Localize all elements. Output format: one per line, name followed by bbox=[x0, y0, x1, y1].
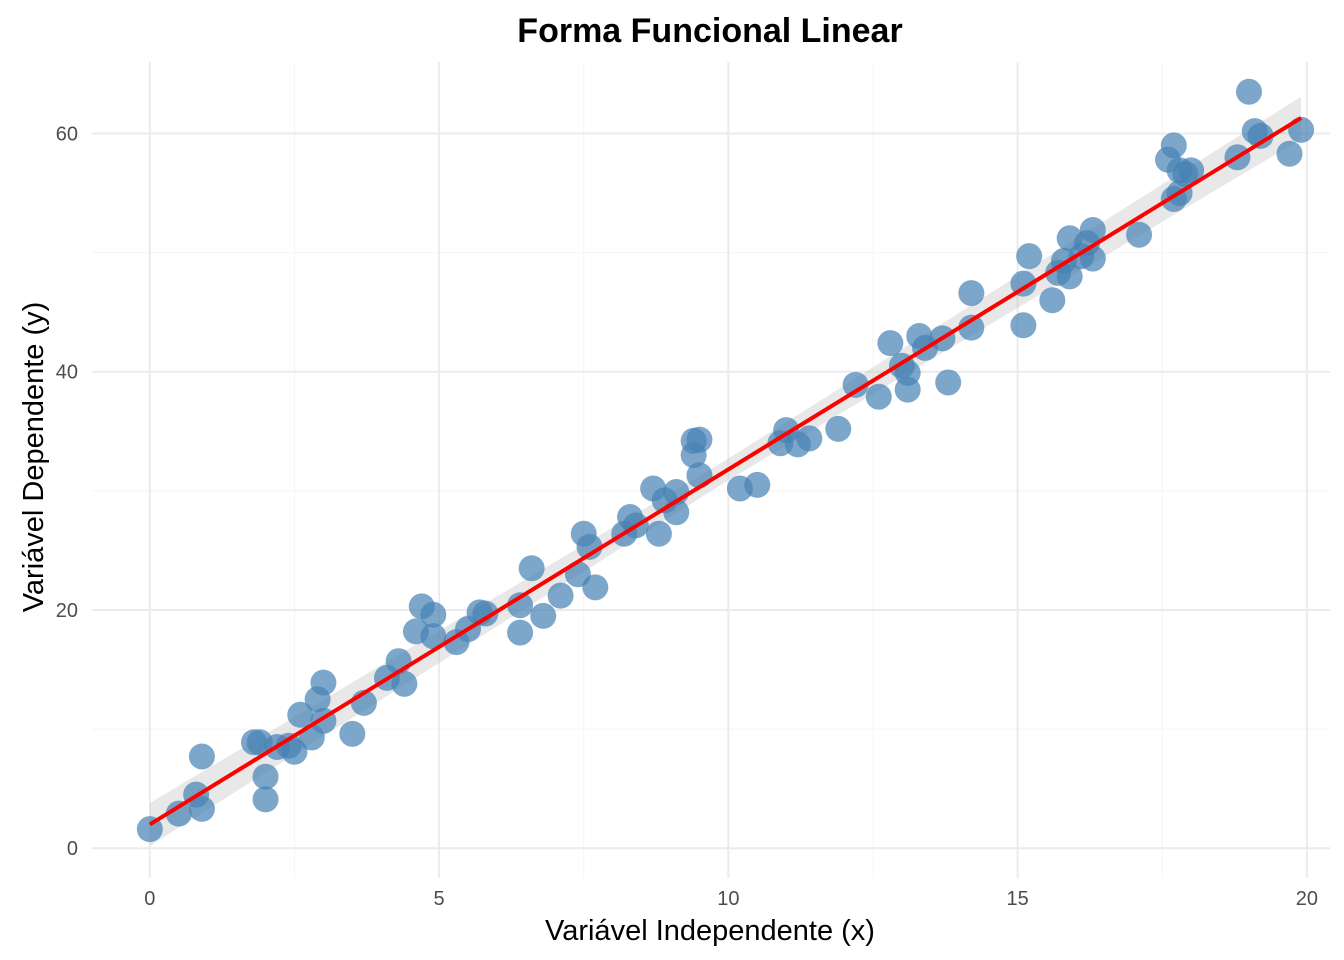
data-point bbox=[1276, 140, 1303, 167]
data-point bbox=[796, 425, 823, 452]
data-point bbox=[958, 280, 985, 307]
data-point bbox=[582, 574, 609, 601]
data-point bbox=[188, 743, 215, 770]
x-tick-label: 0 bbox=[144, 888, 155, 910]
data-point bbox=[825, 415, 852, 442]
data-point bbox=[547, 582, 574, 609]
y-tick-label: 60 bbox=[56, 123, 78, 145]
data-point bbox=[281, 738, 308, 765]
tick-labels: 0 5 10 15 20 0 20 40 60 bbox=[56, 123, 1318, 910]
data-point bbox=[310, 669, 337, 696]
data-point bbox=[188, 795, 215, 822]
data-point bbox=[391, 670, 418, 697]
data-point bbox=[420, 601, 447, 628]
data-point bbox=[894, 376, 921, 403]
x-tick-label: 5 bbox=[434, 888, 445, 910]
data-point bbox=[842, 371, 869, 398]
x-axis-title: Variável Independente (x) bbox=[545, 915, 875, 947]
data-point bbox=[1160, 132, 1187, 159]
data-point bbox=[686, 462, 713, 489]
data-point bbox=[1016, 243, 1043, 270]
data-point bbox=[645, 520, 672, 547]
data-point bbox=[1039, 287, 1066, 314]
data-point bbox=[472, 600, 499, 627]
x-tick-label: 10 bbox=[717, 888, 739, 910]
fit-line-layer bbox=[148, 116, 1303, 827]
data-point bbox=[420, 623, 447, 650]
chart-title: Forma Funcional Linear bbox=[517, 12, 902, 50]
data-point bbox=[1288, 116, 1315, 143]
y-tick-label: 20 bbox=[56, 600, 78, 622]
data-point bbox=[1079, 216, 1106, 243]
data-point bbox=[1236, 78, 1263, 105]
y-tick-label: 40 bbox=[56, 362, 78, 384]
data-point bbox=[744, 471, 771, 498]
data-point bbox=[1056, 263, 1083, 290]
data-point bbox=[877, 330, 904, 357]
data-point bbox=[1010, 312, 1037, 339]
data-point bbox=[507, 619, 534, 646]
data-point bbox=[686, 426, 713, 453]
y-tick-label: 0 bbox=[67, 838, 78, 860]
fit-line bbox=[148, 116, 1303, 827]
data-points bbox=[136, 78, 1315, 843]
data-point bbox=[935, 369, 962, 396]
data-point bbox=[958, 314, 985, 341]
data-point bbox=[1126, 221, 1153, 248]
data-point bbox=[865, 383, 892, 410]
data-point bbox=[576, 533, 603, 560]
data-point bbox=[339, 720, 366, 747]
data-point bbox=[1247, 122, 1274, 149]
data-point bbox=[507, 592, 534, 619]
data-point bbox=[530, 602, 557, 629]
data-point bbox=[1178, 157, 1205, 184]
y-axis-title: Variável Dependente (y) bbox=[18, 302, 50, 613]
data-point bbox=[165, 800, 192, 827]
x-tick-label: 15 bbox=[1006, 888, 1028, 910]
x-tick-label: 20 bbox=[1296, 888, 1318, 910]
data-point bbox=[518, 555, 545, 582]
data-point bbox=[252, 763, 279, 790]
data-point bbox=[287, 701, 314, 728]
data-point bbox=[252, 786, 279, 813]
